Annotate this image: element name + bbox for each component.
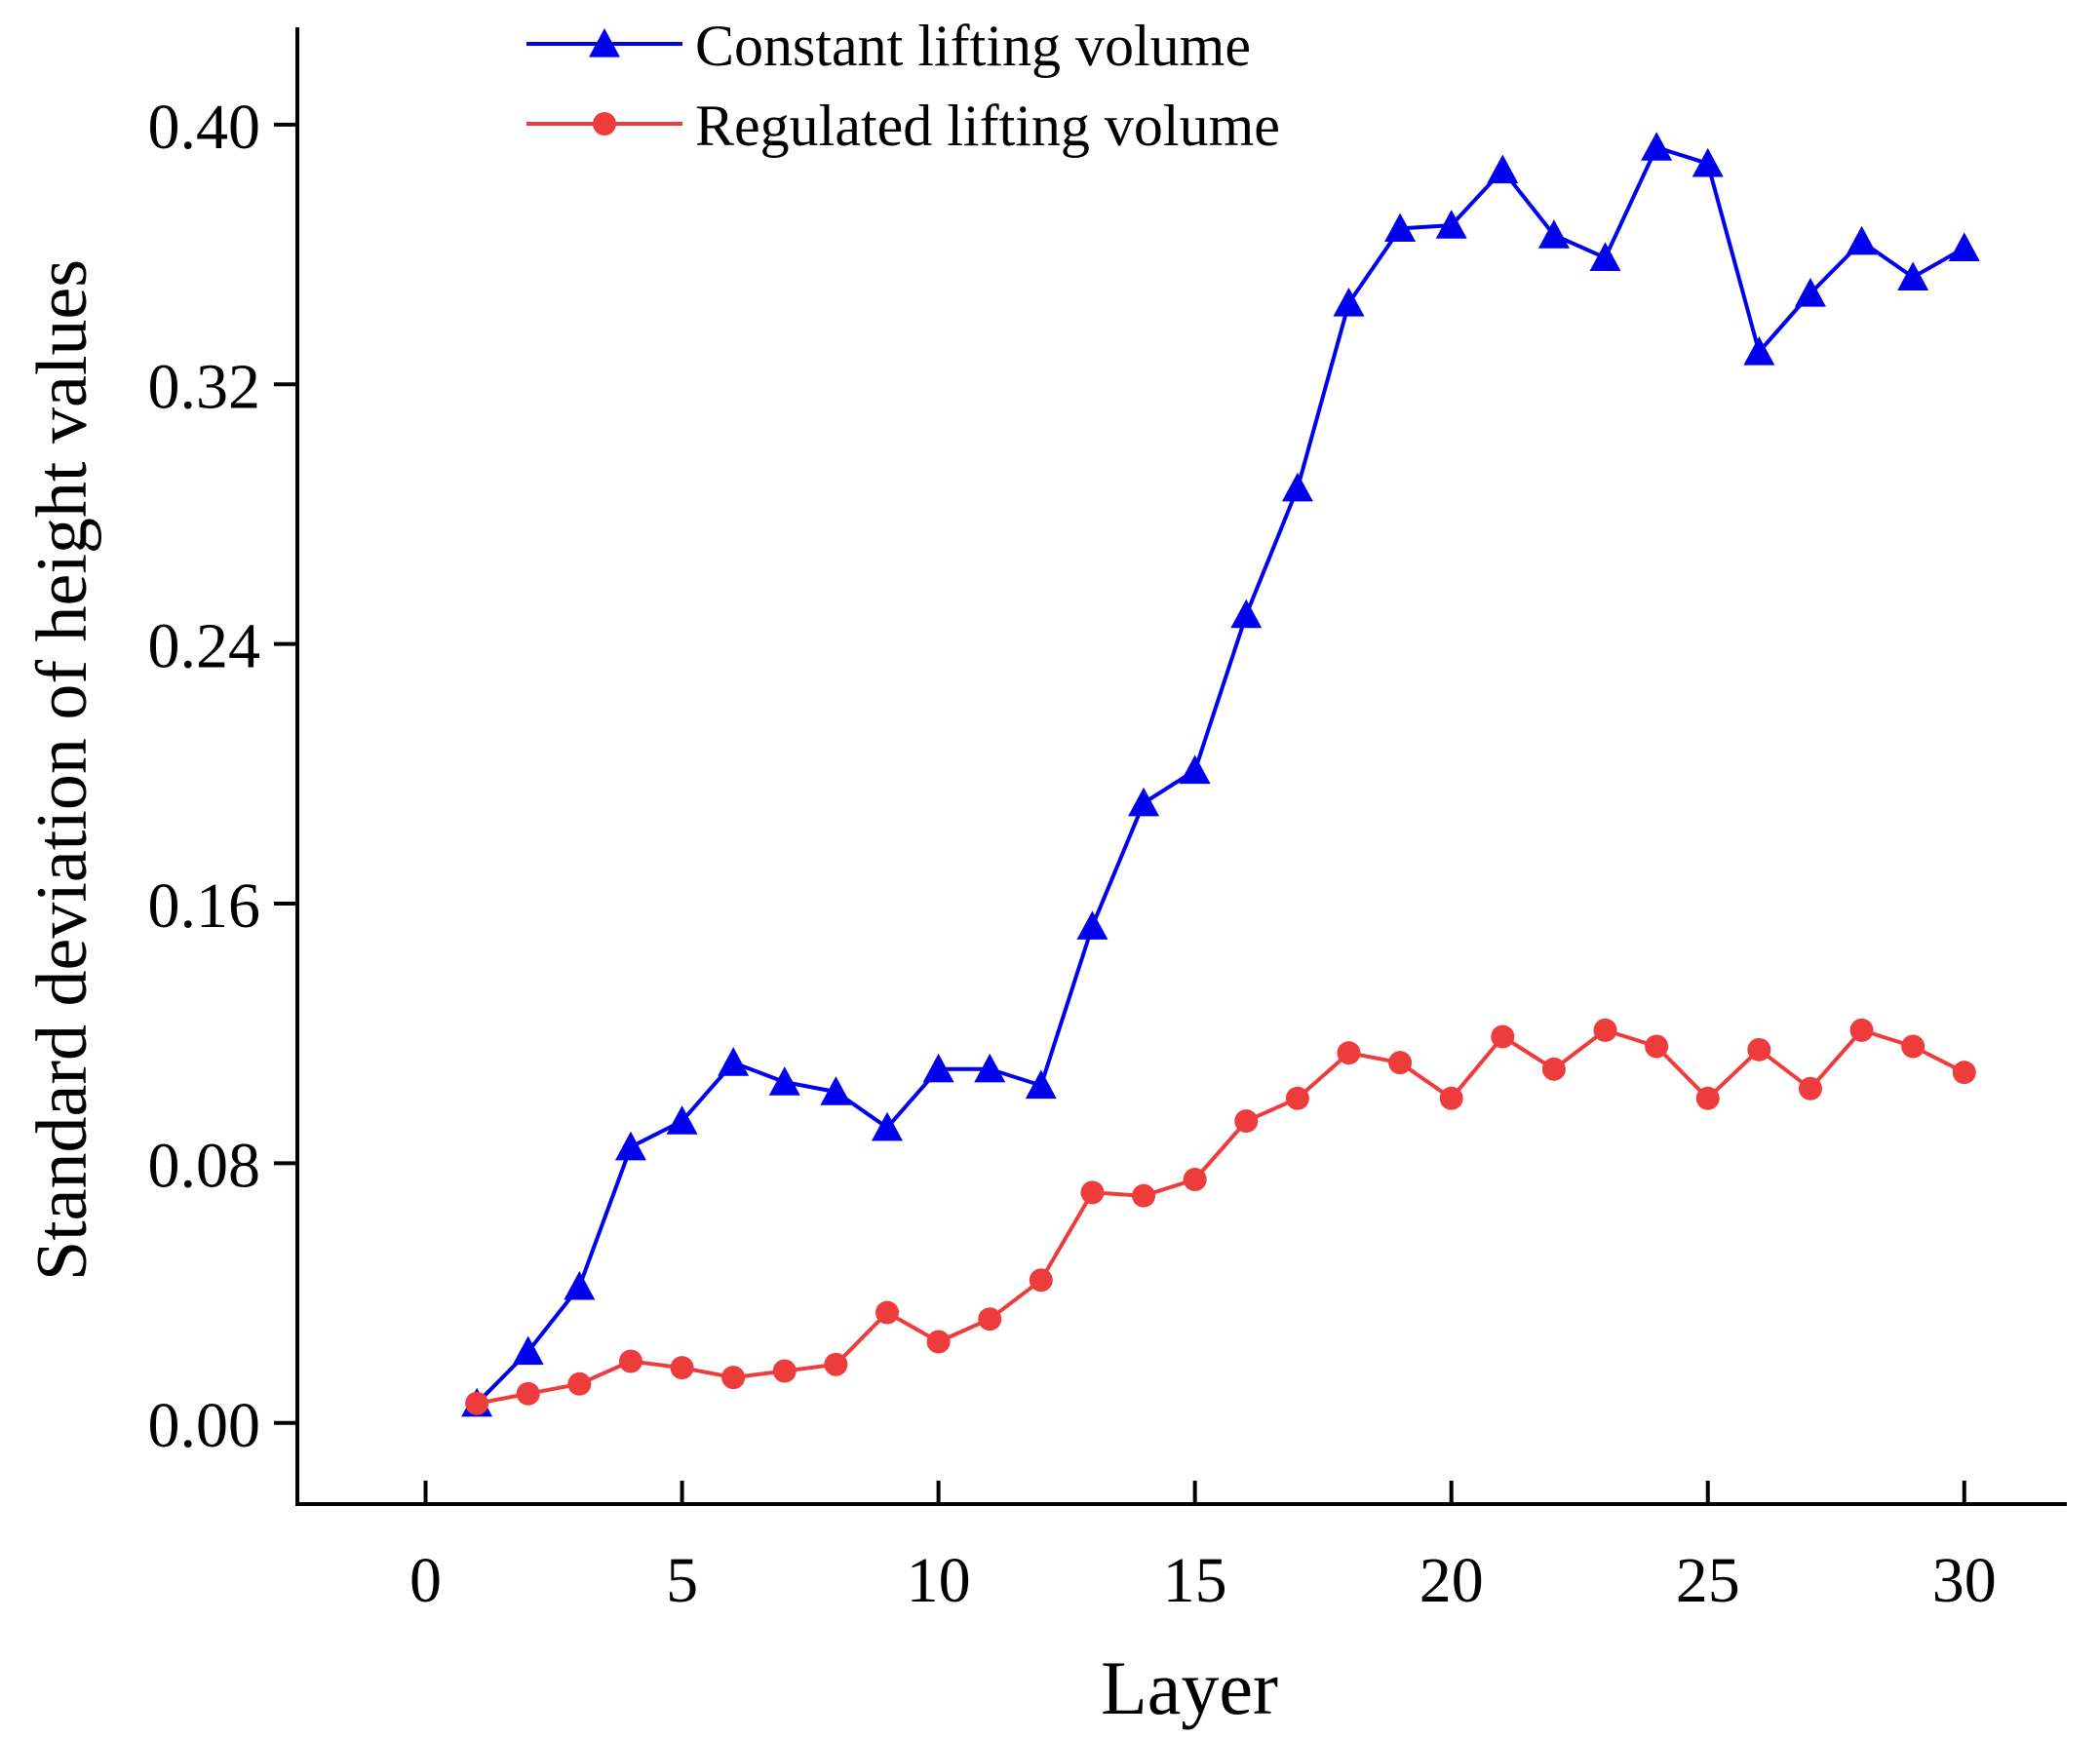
legend-item: Constant lifting volume (526, 14, 1251, 78)
y-tick-label: 0.24 (148, 611, 261, 682)
data-point (1541, 1057, 1566, 1081)
data-point (872, 1111, 903, 1141)
data-point (772, 1359, 797, 1383)
data-point (922, 1053, 954, 1083)
x-tick-label: 0 (409, 1545, 442, 1616)
data-point (1333, 288, 1365, 317)
legend-marker (589, 28, 620, 58)
data-point (1849, 1018, 1874, 1042)
data-point (1132, 1183, 1156, 1208)
data-point (1080, 1180, 1105, 1205)
x-tick-label: 30 (1932, 1545, 1997, 1616)
data-point (1537, 219, 1570, 249)
data-point (1281, 472, 1313, 502)
series-layer (461, 132, 1980, 1417)
data-point (1029, 1268, 1053, 1293)
series-line (476, 1027, 1965, 1406)
data-point (1641, 132, 1673, 161)
data-point (768, 1066, 800, 1096)
x-tick-label: 5 (666, 1545, 698, 1616)
legend-label: Constant lifting volume (695, 14, 1251, 78)
data-point (1179, 754, 1211, 785)
x-axis-label: Layer (1101, 1645, 1278, 1730)
data-point (1593, 1018, 1617, 1042)
data-point (1439, 1086, 1463, 1110)
y-axis-label: Standard deviation of height values (22, 259, 102, 1281)
data-point (1435, 210, 1467, 239)
data-point (666, 1105, 698, 1135)
data-point (978, 1307, 1002, 1332)
data-point (567, 1371, 592, 1396)
data-point (1285, 1086, 1309, 1110)
y-tick-label: 0.00 (148, 1390, 261, 1461)
data-point (1384, 212, 1417, 243)
data-point (1798, 1076, 1822, 1101)
data-point (1794, 278, 1826, 307)
data-point (721, 1366, 746, 1390)
data-point (1645, 1034, 1669, 1059)
data-point (516, 1381, 540, 1406)
data-point (618, 1349, 642, 1373)
data-point (718, 1047, 750, 1076)
x-ticks: 0 5 10 15 20 25 30 (409, 1481, 1997, 1616)
data-point (1230, 599, 1263, 629)
axes: 0.00 0.08 0.16 0.24 0.32 0.40 0 5 10 15 20 25 30 (148, 27, 2067, 1616)
data-point (614, 1131, 646, 1161)
y-ticks: 0.00 0.08 0.16 0.24 0.32 0.40 (148, 92, 297, 1461)
data-point (1743, 335, 1775, 366)
data-point (1234, 1109, 1259, 1134)
data-point (974, 1053, 1006, 1083)
y-tick-label: 0.16 (148, 870, 261, 942)
data-point (1388, 1051, 1413, 1075)
data-point (1952, 1061, 1976, 1085)
data-point (875, 1300, 899, 1325)
data-point (1076, 910, 1108, 940)
data-point (1128, 787, 1160, 817)
legend-label: Regulated lifting volume (695, 94, 1280, 158)
data-point (1692, 147, 1724, 177)
data-point (1025, 1069, 1057, 1100)
data-point (670, 1356, 694, 1380)
data-point (1846, 225, 1878, 255)
data-point (1589, 242, 1621, 272)
legend-marker (593, 112, 616, 135)
series-constant (461, 132, 1980, 1417)
data-point (1948, 232, 1980, 262)
data-point (1491, 1024, 1515, 1049)
legend: Constant lifting volume Regulated lifting… (526, 14, 1280, 158)
data-point (512, 1335, 544, 1366)
series-regulated (465, 1018, 1976, 1415)
data-point (1897, 261, 1929, 290)
data-point (564, 1270, 596, 1300)
data-point (465, 1391, 489, 1415)
y-tick-label: 0.32 (148, 351, 261, 422)
data-point (1747, 1037, 1771, 1062)
x-tick-label: 20 (1419, 1545, 1484, 1616)
x-tick-label: 25 (1676, 1545, 1740, 1616)
series-line (475, 145, 1965, 1406)
data-point (1695, 1086, 1720, 1110)
data-point (1901, 1034, 1925, 1059)
data-point (1183, 1168, 1207, 1192)
y-tick-label: 0.08 (148, 1130, 261, 1201)
data-point (926, 1330, 951, 1354)
legend-item: Regulated lifting volume (526, 94, 1280, 158)
x-tick-label: 15 (1163, 1545, 1227, 1616)
data-point (1337, 1041, 1361, 1065)
data-point (1487, 154, 1519, 184)
data-point (824, 1352, 848, 1376)
x-tick-label: 10 (907, 1545, 971, 1616)
y-tick-label: 0.40 (148, 92, 261, 163)
data-point (820, 1076, 852, 1105)
